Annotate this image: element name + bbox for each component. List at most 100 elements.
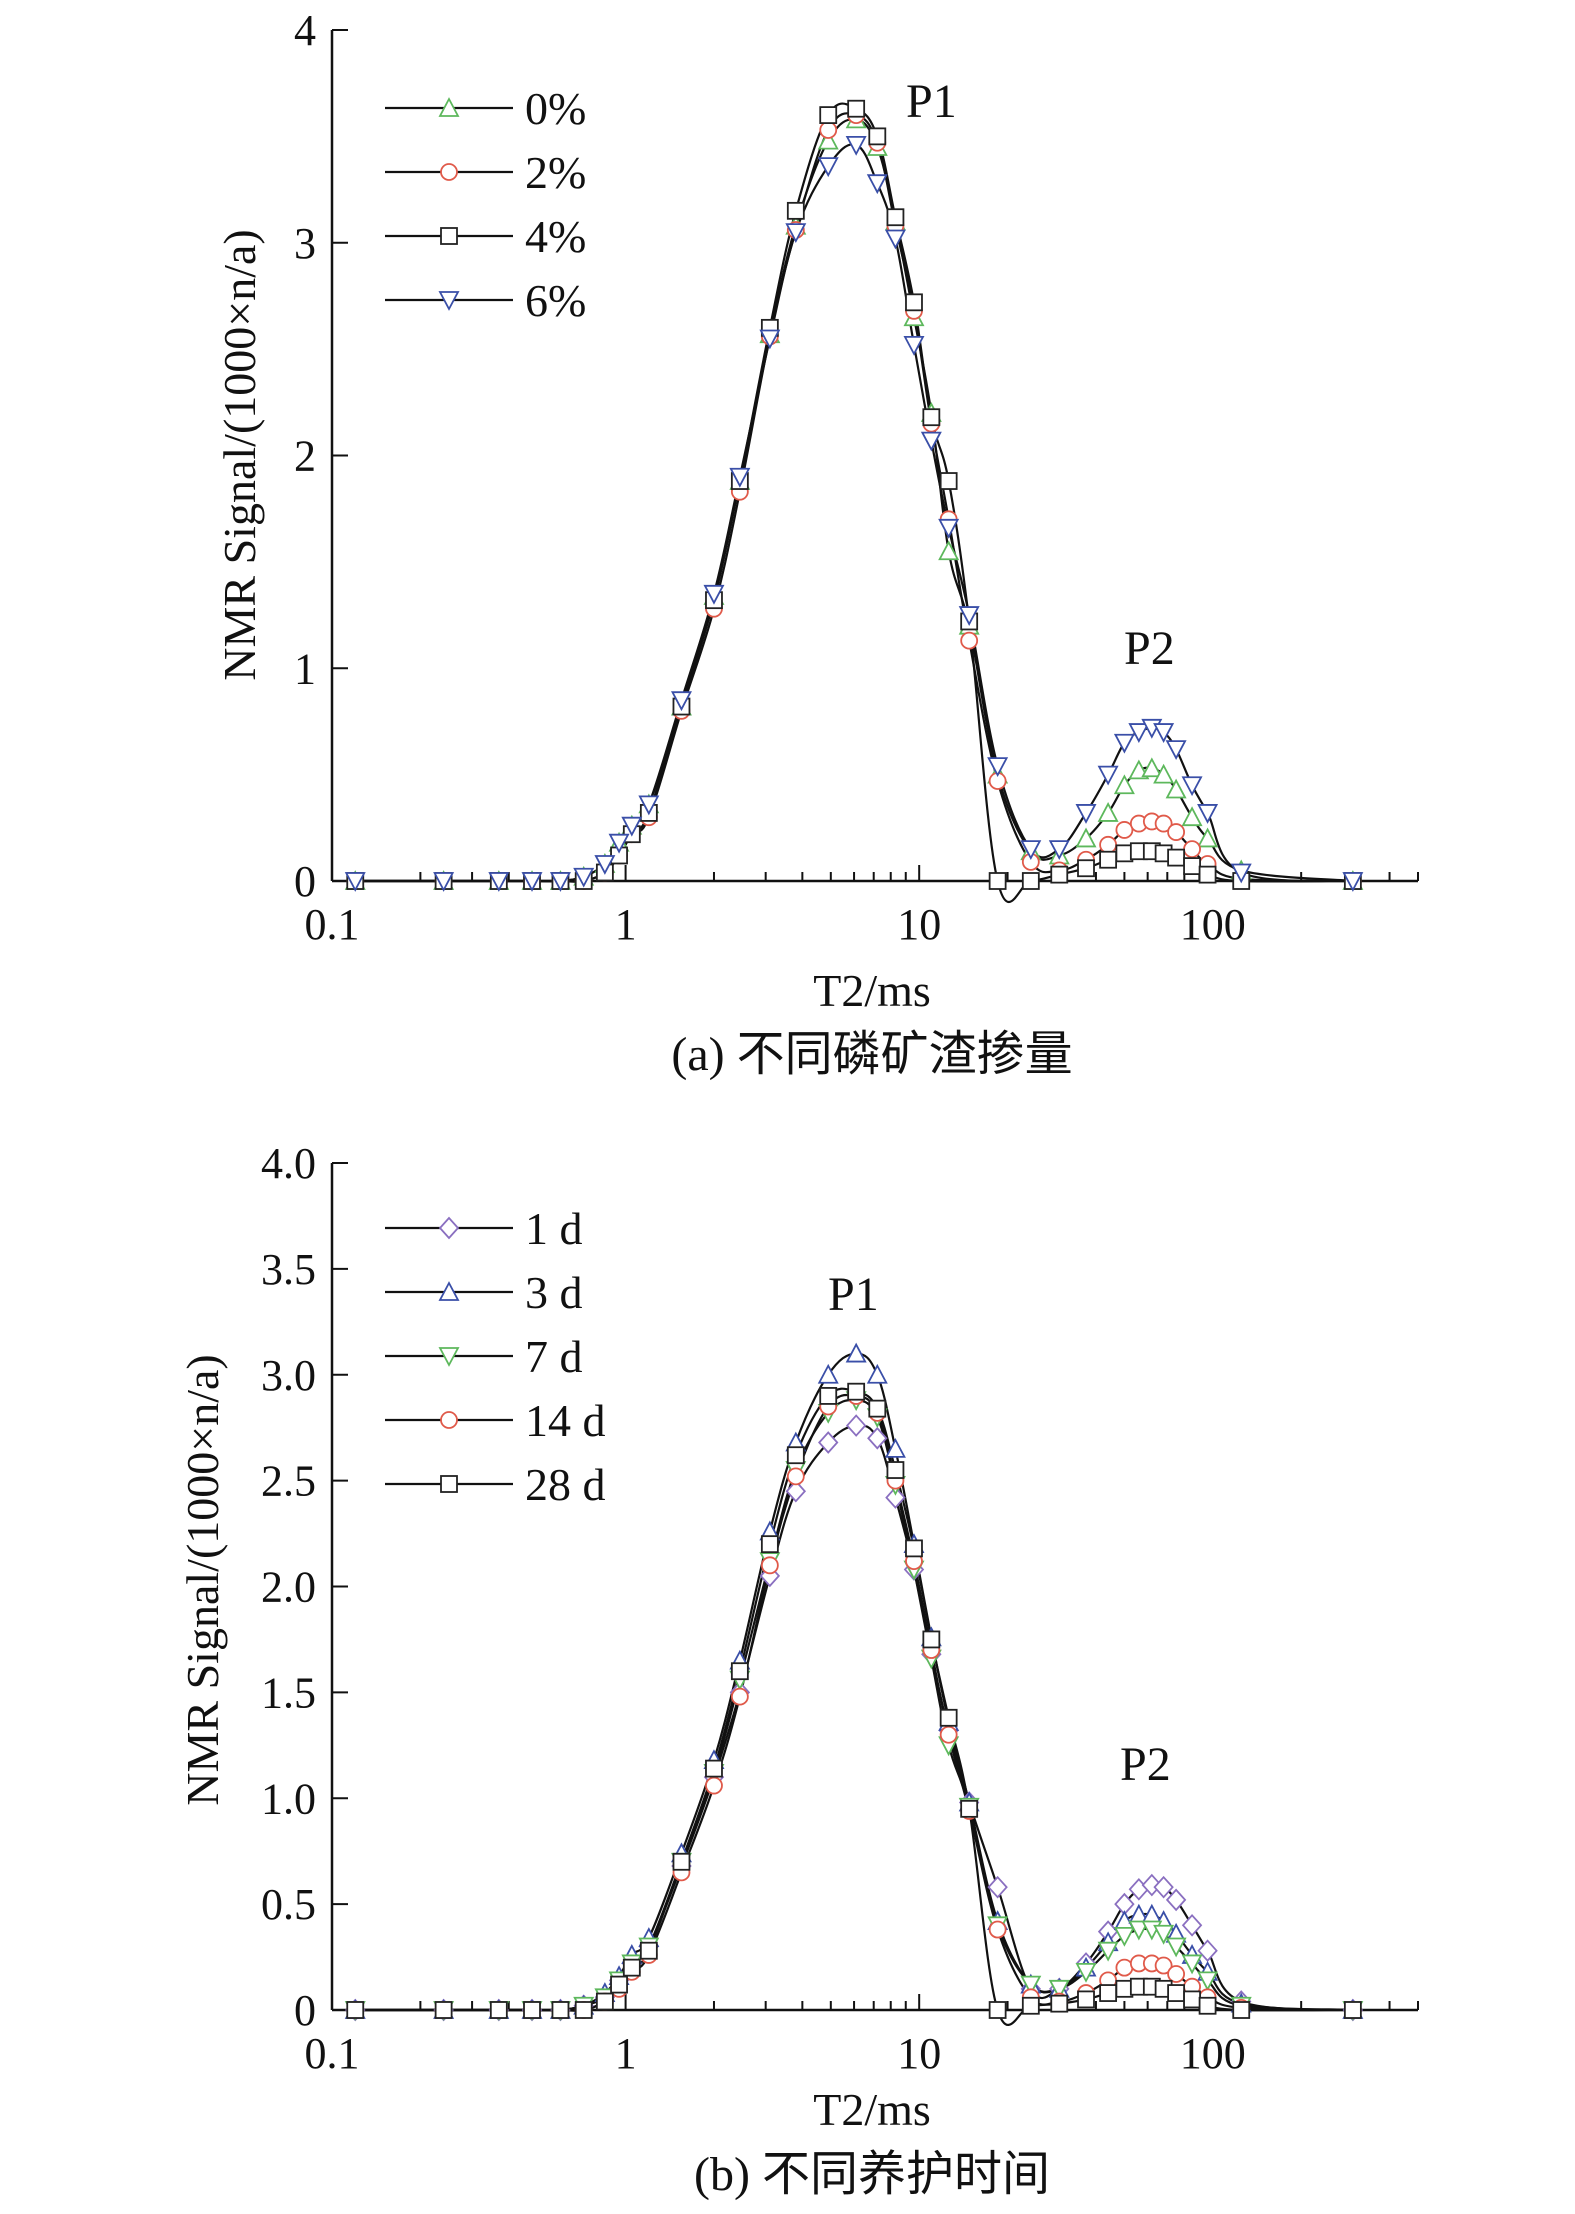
data-point xyxy=(884,229,906,250)
data-point xyxy=(785,1479,807,1503)
data-point xyxy=(819,106,838,124)
data-point xyxy=(922,408,941,427)
data-point xyxy=(817,157,839,178)
data-point xyxy=(489,2001,508,2019)
data-point xyxy=(730,1662,749,1681)
data-point xyxy=(1165,778,1187,799)
data-point xyxy=(1181,806,1203,827)
data-point xyxy=(868,1399,887,1418)
data-point xyxy=(785,223,807,244)
data-point xyxy=(1198,865,1217,884)
data-point xyxy=(595,1992,614,2011)
legend-marker xyxy=(438,1281,460,1301)
data-point xyxy=(922,1630,941,1649)
data-point xyxy=(594,855,616,875)
curves-b xyxy=(355,1352,1353,2027)
data-point xyxy=(905,293,923,312)
data-point xyxy=(1154,1956,1173,1975)
data-point xyxy=(549,872,571,892)
markers-a xyxy=(344,99,1364,892)
y-tick-label: 0 xyxy=(294,857,316,906)
annotation-p1: P1 xyxy=(906,75,957,128)
legend-label: 7 d xyxy=(525,1331,583,1382)
data-point xyxy=(1020,1975,1042,1996)
y-tick-label: 0.5 xyxy=(261,1880,316,1929)
data-point xyxy=(1077,1990,1095,2009)
legend-b: 1 d 3 d 7 d 14 d 28 d xyxy=(385,1203,606,1510)
x-tick-label: 10 xyxy=(897,900,941,949)
data-point xyxy=(866,174,888,195)
y-tick-label: 1.0 xyxy=(261,1774,316,1823)
data-point xyxy=(847,1382,866,1401)
y-tick-label: 3.0 xyxy=(261,1351,316,1400)
data-point xyxy=(729,467,751,488)
y-tick-label: 4 xyxy=(294,6,316,55)
data-point xyxy=(886,208,905,227)
legend-label: 1 d xyxy=(525,1203,583,1254)
legend-label: 2% xyxy=(525,147,586,198)
data-point xyxy=(920,431,942,452)
data-point xyxy=(988,1920,1007,1939)
data-point xyxy=(939,472,958,490)
legend-marker xyxy=(438,1216,460,1240)
data-point xyxy=(1075,827,1097,848)
x-tick-label: 0.1 xyxy=(305,2029,360,2078)
data-point xyxy=(1099,1984,1118,2002)
y-tick-label: 1.5 xyxy=(261,1668,316,1717)
data-point xyxy=(521,872,543,892)
data-point xyxy=(1165,1888,1187,1912)
caption-a: (a) 不同磷矿渣掺量 xyxy=(671,1028,1072,1081)
data-point xyxy=(434,2001,453,2019)
data-point xyxy=(939,1725,958,1744)
data-point xyxy=(1128,723,1150,743)
data-point xyxy=(1141,757,1163,778)
data-point xyxy=(1113,733,1135,754)
data-point xyxy=(346,2001,365,2019)
data-point xyxy=(939,1708,958,1727)
data-point xyxy=(817,1363,839,1384)
x-axis-title: T2/ms xyxy=(813,2084,931,2135)
data-point xyxy=(1197,804,1219,824)
data-point xyxy=(905,1539,923,1558)
y-tick-label: 0 xyxy=(294,1986,316,2035)
data-point xyxy=(884,1437,906,1458)
data-point xyxy=(433,872,455,892)
curves-a xyxy=(355,102,1354,904)
data-point xyxy=(1183,840,1201,858)
markers-b xyxy=(344,1342,1364,2022)
data-point xyxy=(760,1556,779,1575)
data-point xyxy=(1154,814,1173,833)
data-point xyxy=(1099,835,1118,854)
data-point xyxy=(622,1958,641,1977)
data-point xyxy=(1181,1954,1203,1975)
y-axis-title: NMR Signal/(1000×n/a) xyxy=(177,1354,228,1805)
data-point xyxy=(1181,1913,1203,1937)
legend-label: 6% xyxy=(525,275,586,326)
series-line-0 xyxy=(355,118,1354,883)
x-tick-label: 0.1 xyxy=(305,900,360,949)
data-point xyxy=(845,1342,867,1363)
chart-panel-b: 0.1 1 10 100 0 0.5 1.0 1.5 2.0 2.5 3.0 3.5 4.0 1 d 3 … xyxy=(177,1139,1419,2201)
data-point xyxy=(1115,1958,1134,1977)
data-point xyxy=(1197,827,1219,848)
data-point xyxy=(730,1687,749,1706)
data-point xyxy=(760,1535,779,1554)
data-point xyxy=(574,2001,593,2019)
y-axis-title: NMR Signal/(1000×n/a) xyxy=(214,229,265,680)
data-point xyxy=(1343,2001,1362,2019)
x-tick-label: 100 xyxy=(1180,2029,1246,2078)
data-point xyxy=(1153,723,1175,743)
data-point xyxy=(1128,1920,1150,1941)
data-point xyxy=(1167,823,1186,841)
y-tick-label: 3.5 xyxy=(261,1245,316,1294)
data-point xyxy=(523,2001,541,2019)
data-point xyxy=(638,795,660,816)
legend-a: 0% 2% 4% 6% xyxy=(385,83,586,326)
data-point xyxy=(1167,1984,1186,2002)
data-point xyxy=(1113,774,1135,795)
data-point xyxy=(868,127,887,146)
data-point xyxy=(1097,1941,1119,1962)
data-point xyxy=(1153,763,1175,784)
data-point xyxy=(1021,1996,1040,2015)
data-point xyxy=(818,1431,839,1454)
